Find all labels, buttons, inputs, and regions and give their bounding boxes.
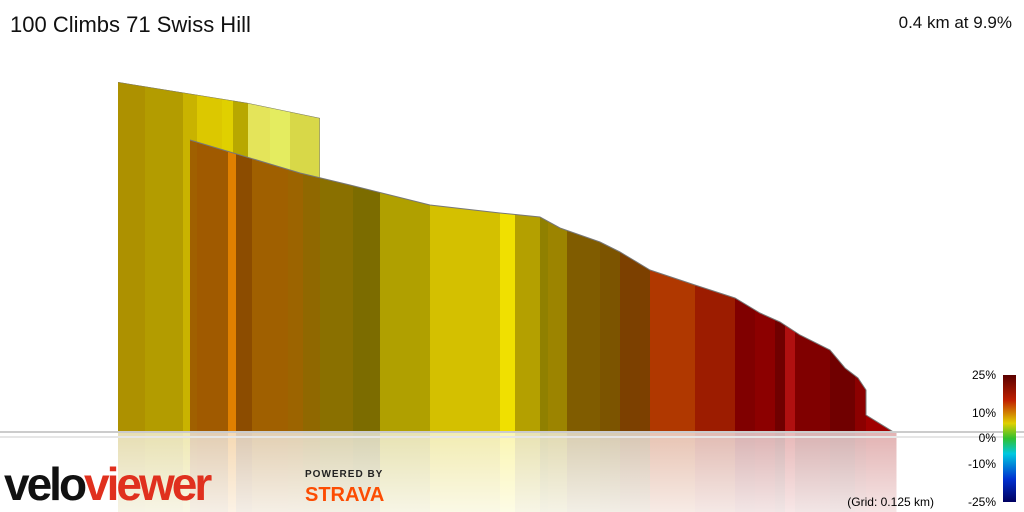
title: 100 Climbs 71 Swiss Hill: [10, 12, 251, 37]
profile-edge: [118, 82, 320, 180]
profile-strip: [540, 140, 549, 433]
logo-part: velo: [4, 458, 86, 510]
profile-strip: [118, 82, 146, 432]
profile-strip: [320, 140, 354, 433]
profile-strip: [866, 140, 895, 433]
profile-strip: [353, 140, 381, 433]
profile-strip: [380, 140, 431, 433]
profile-strip: [252, 140, 289, 433]
logo: veloviewer: [4, 458, 212, 510]
profile-strip: [695, 140, 736, 433]
elevation-profile: [118, 82, 896, 434]
profile-strip: [755, 140, 776, 433]
profile-strip: [303, 140, 321, 433]
scale-label: -25%: [968, 495, 996, 509]
profile-strip: [785, 140, 796, 433]
summary: 0.4 km at 9.9%: [899, 13, 1012, 32]
profile-strip: [515, 140, 541, 433]
powered-by: POWERED BY: [305, 469, 383, 480]
scale-label: 10%: [972, 406, 996, 420]
strava-logo: STRAVA: [305, 484, 384, 506]
profile-strip: [430, 140, 501, 433]
profile-strip: [567, 140, 601, 433]
profile-edge: [189, 139, 896, 434]
gradient-scale: [1003, 375, 1016, 502]
profile-strip: [288, 140, 304, 433]
profile-strip: [620, 140, 651, 433]
profile-strip: [795, 140, 831, 433]
grid-note: (Grid: 0.125 km): [847, 495, 934, 509]
scale-label: 0%: [979, 431, 997, 445]
profile-strip: [197, 140, 229, 433]
profile-strip: [775, 140, 786, 433]
scale-label: 25%: [972, 368, 996, 382]
profile-strip: [548, 140, 568, 433]
profile-strip: [190, 140, 198, 433]
profile-strip: [145, 82, 184, 432]
scale-label: -10%: [968, 457, 996, 471]
profile-strip: [228, 140, 237, 433]
profile-strip: [500, 140, 516, 433]
profile-strip: [600, 140, 621, 433]
profile-strip: [650, 140, 696, 433]
profile-strip: [735, 140, 756, 433]
profile-strip: [830, 140, 856, 433]
reflection-fade: [0, 432, 1024, 512]
profile-strip: [236, 140, 253, 433]
logo-part: viewer: [84, 458, 212, 510]
